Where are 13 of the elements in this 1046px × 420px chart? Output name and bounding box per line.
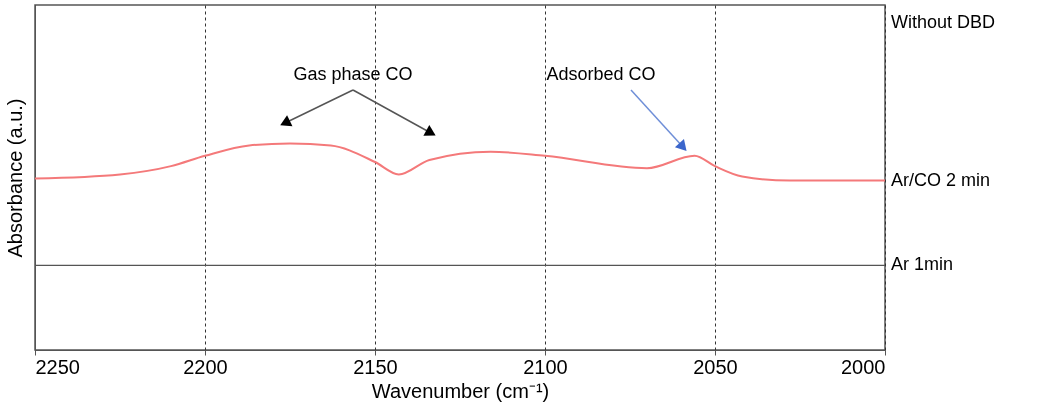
x-tick-label: 2250 — [35, 355, 80, 378]
x-tick-label: 2150 — [353, 355, 398, 378]
text: Without DBD — [891, 12, 996, 32]
text: Adsorbed CO — [546, 64, 656, 84]
x-tick-label: 2050 — [693, 355, 738, 378]
x-tick-label: 2100 — [523, 355, 568, 378]
x-tick-label: 2200 — [183, 355, 228, 378]
x-tick-label: 2000 — [841, 355, 886, 378]
text: Gas phase CO — [293, 64, 413, 84]
series-label: Ar/CO 2 min — [891, 169, 991, 190]
x-axis-title: Wavenumber (cm⁻¹) — [371, 379, 550, 402]
series-label: Ar 1min — [891, 254, 954, 275]
y-axis-title: Absorbance (a.u.) — [3, 98, 26, 258]
